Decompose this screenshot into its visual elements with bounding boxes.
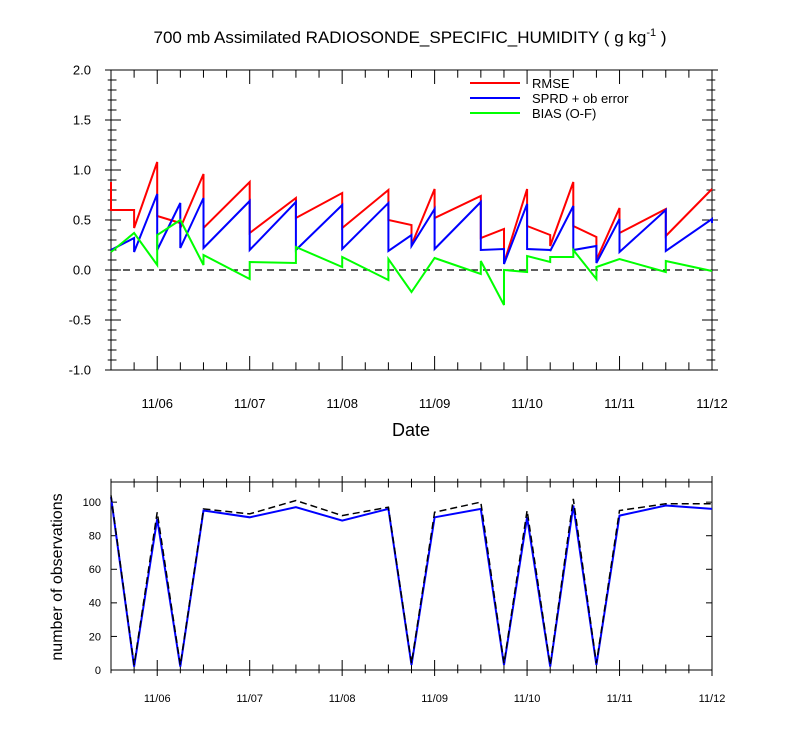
x-tick-label: 11/11	[604, 396, 635, 411]
y-tick-label: 0.0	[73, 263, 91, 278]
bottom-plot-panel: 11/06 11/07 11/08 11/09 11/10 11/11 11/12 100 80…	[83, 476, 726, 705]
x-tick-label: 11/09	[421, 693, 448, 705]
series-line-sprd-ob-error	[110, 193, 713, 265]
x-tick-label: 11/10	[514, 693, 541, 705]
y-tick-label: -0.5	[69, 313, 91, 328]
x-tick-label: 11/12	[699, 693, 726, 705]
y-tick-label: 80	[89, 531, 101, 543]
title-suffix: )	[656, 28, 666, 47]
x-axis-label: Date	[392, 420, 430, 440]
y-tick-label: 1.5	[73, 113, 91, 128]
y-tick-label: 40	[89, 598, 101, 610]
x-tick-label: 11/12	[696, 396, 728, 411]
y-tick-label: 60	[89, 564, 101, 576]
y-tick-label: 1.0	[73, 163, 91, 178]
x-tick-label: 11/11	[607, 693, 633, 705]
top-plot-panel: 11/06 11/07 11/08 11/09 11/10 11/11 11/12 2.0 1.…	[69, 63, 728, 411]
series-line-bias-o-f	[110, 218, 713, 306]
x-tick-label: 11/08	[326, 396, 358, 411]
chart-title: 700 mb Assimilated RADIOSONDE_SPECIFIC_H…	[154, 27, 667, 47]
y-tick-label: 2.0	[73, 63, 91, 78]
x-tick-label: 11/08	[329, 693, 356, 705]
y-tick-label: -1.0	[69, 363, 91, 378]
plot-frame	[110, 69, 713, 371]
x-tick-label: 11/06	[144, 693, 171, 705]
x-tick-label: 11/07	[236, 693, 263, 705]
x-tick-label: 11/06	[141, 396, 173, 411]
legend-label-rmse: RMSE	[532, 76, 570, 91]
legend: RMSE SPRD + ob error BIAS (O-F)	[470, 76, 629, 121]
x-tick-label: 11/07	[234, 396, 266, 411]
series-line-obs-possible	[110, 495, 712, 666]
y-tick-label: 0.5	[73, 213, 91, 228]
x-tick-label: 11/10	[511, 396, 543, 411]
legend-label-bias: BIAS (O-F)	[532, 106, 596, 121]
title-units-exponent: -1	[646, 27, 656, 39]
y-axis-label: number of observations	[49, 493, 66, 660]
y-tick-label: 20	[89, 631, 101, 643]
series-line-obs-used	[110, 496, 713, 667]
y-tick-label: 100	[83, 497, 101, 509]
y-tick-label: 0	[95, 665, 101, 677]
legend-label-sprd: SPRD + ob error	[532, 91, 629, 106]
x-tick-label: 11/09	[419, 396, 451, 411]
